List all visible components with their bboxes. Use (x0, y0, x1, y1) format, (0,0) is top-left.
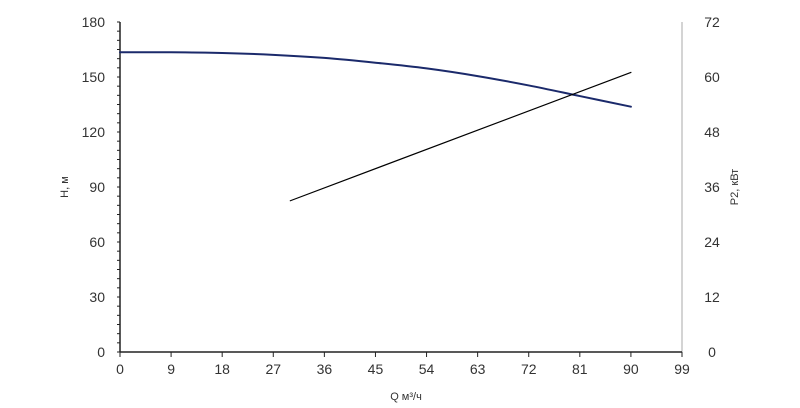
y-left-tick-label: 150 (82, 69, 106, 85)
y-right-axis-title: P2, кВт (729, 169, 741, 205)
y-right-tick-label: 12 (704, 289, 720, 305)
y-right-tick-label: 36 (704, 179, 720, 195)
axes: 0 9 18 27 36 45 54 63 72 81 90 99 0 30 60 90 120 150 180 0 1… (82, 14, 720, 377)
y-left-tick-label: 180 (82, 14, 106, 30)
x-tick-label: 0 (116, 361, 124, 377)
x-tick-label: 18 (214, 361, 230, 377)
x-tick-label: 27 (265, 361, 281, 377)
y-right-tick-label: 72 (704, 14, 720, 30)
head-h-series-line (119, 51, 632, 108)
x-tick-label: 36 (317, 361, 333, 377)
y-right-tick-label: 24 (704, 234, 720, 250)
y-left-axis-title: H, м (59, 176, 71, 198)
y-left-tick-label: 0 (97, 344, 105, 360)
x-tick-label: 63 (470, 361, 486, 377)
y-left-tick-label: 60 (89, 234, 105, 250)
x-axis-title: Q м³/ч (390, 391, 422, 403)
x-tick-label: 81 (572, 361, 588, 377)
y-right-tick-label: 0 (708, 344, 716, 360)
y-left-tick-label: 120 (82, 124, 106, 140)
y-left-tick-label: 90 (89, 179, 105, 195)
series-layer (119, 51, 632, 202)
y-left-tick-label: 30 (89, 289, 105, 305)
x-tick-label: 99 (674, 361, 690, 377)
x-tick-label: 45 (368, 361, 384, 377)
power-p2-series-line (289, 71, 632, 202)
x-tick-label: 54 (419, 361, 435, 377)
x-tick-label: 9 (167, 361, 175, 377)
y-right-tick-label: 48 (704, 124, 720, 140)
x-tick-label: 72 (521, 361, 537, 377)
y-right-tick-label: 60 (704, 69, 720, 85)
x-tick-label: 90 (623, 361, 639, 377)
